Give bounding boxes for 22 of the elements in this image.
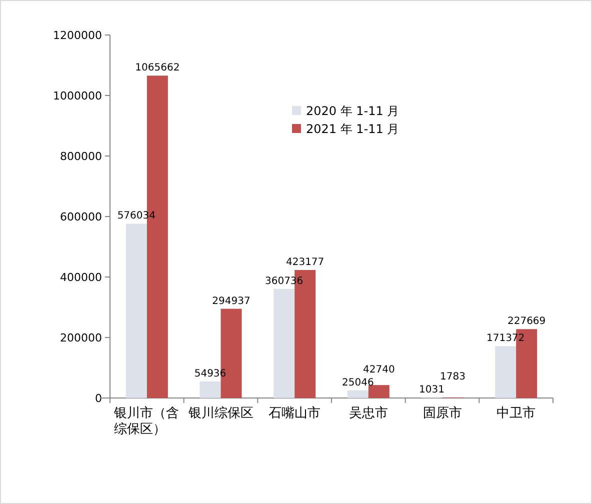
x-tick-label: 银川市（含综保区）: [113, 406, 179, 437]
y-tick-label: 800000: [60, 150, 102, 163]
legend-label: 2020 年 1-11 月: [306, 104, 400, 118]
y-tick-label: 1000000: [53, 90, 102, 102]
y-tick-label: 1200000: [53, 29, 102, 42]
y-tick-label: 400000: [60, 271, 102, 284]
y-tick-label: 200000: [60, 332, 102, 344]
x-tick-label: 银川综保区: [187, 406, 254, 421]
data-label: 1031: [419, 384, 444, 396]
x-tick-label: 固原市: [422, 406, 462, 421]
data-label: 227669: [507, 316, 546, 328]
legend-label: 2021 年 1-11 月: [306, 122, 400, 136]
x-tick-label: 石嘴山市: [268, 406, 321, 421]
data-label: 1783: [440, 372, 466, 383]
data-label: 25046: [342, 377, 374, 388]
data-label: 42740: [363, 364, 395, 376]
y-tick-label: 600000: [60, 210, 102, 224]
x-tick-label: 吴忠市: [348, 406, 388, 421]
data-label: 423177: [286, 256, 324, 268]
x-tick-label: 中卫市: [496, 406, 536, 421]
data-label: 1065662: [135, 62, 180, 74]
data-label: 294937: [212, 296, 250, 307]
